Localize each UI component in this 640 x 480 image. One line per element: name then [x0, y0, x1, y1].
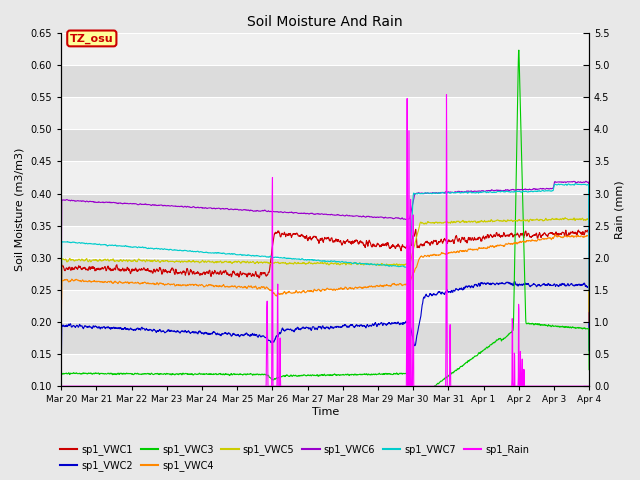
Bar [61, 161, 589, 193]
X-axis label: Time: Time [312, 407, 339, 417]
Bar [61, 258, 589, 290]
Bar [61, 226, 589, 258]
Bar [61, 129, 589, 161]
Legend: sp1_VWC1, sp1_VWC2, sp1_VWC3, sp1_VWC4, sp1_VWC5, sp1_VWC6, sp1_VWC7, sp1_Rain: sp1_VWC1, sp1_VWC2, sp1_VWC3, sp1_VWC4, … [56, 441, 533, 475]
Y-axis label: Soil Moisture (m3/m3): Soil Moisture (m3/m3) [15, 148, 25, 271]
Y-axis label: Rain (mm): Rain (mm) [615, 180, 625, 239]
Title: Soil Moisture And Rain: Soil Moisture And Rain [247, 15, 403, 29]
Text: TZ_osu: TZ_osu [70, 33, 114, 44]
Bar [61, 33, 589, 65]
Bar [61, 354, 589, 386]
Bar [61, 290, 589, 322]
Bar [61, 97, 589, 129]
Bar [61, 322, 589, 354]
Bar [61, 65, 589, 97]
Bar [61, 193, 589, 226]
